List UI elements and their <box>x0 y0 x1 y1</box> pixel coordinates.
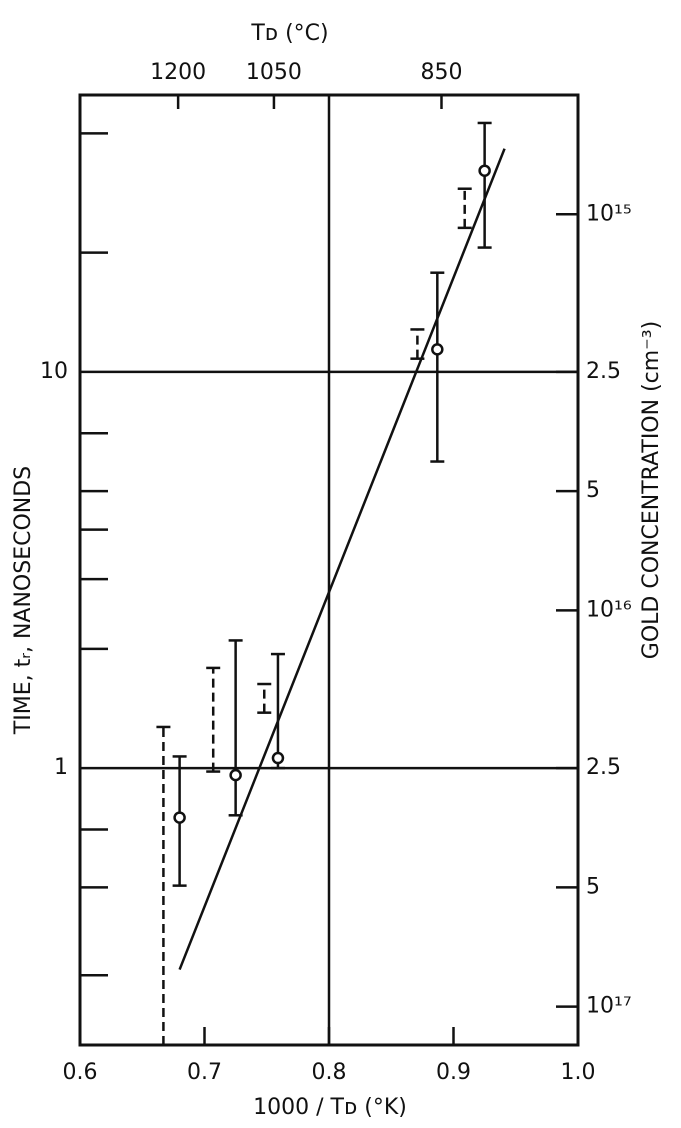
chart: Tᴅ (°C) 1000 / Tᴅ (°K) TIME, tᵣ, NANOSEC… <box>0 0 681 1128</box>
data-point <box>480 166 490 176</box>
fit-line <box>180 149 505 970</box>
data-point <box>432 344 442 354</box>
y2-tick-label: 2.5 <box>586 359 621 384</box>
y2-tick-label: 5 <box>586 874 600 899</box>
x-tick-label: 0.9 <box>436 1060 471 1085</box>
x-tick-label: 0.6 <box>63 1060 98 1085</box>
x-tick-label: 0.8 <box>312 1060 347 1085</box>
y2-tick-label: 10¹⁷ <box>586 994 632 1019</box>
y-axis-title: TIME, tᵣ, NANOSECONDS <box>11 466 36 735</box>
data-point <box>273 753 283 763</box>
x2-tick-label: 1200 <box>150 60 206 85</box>
x2-tick-label: 1050 <box>246 60 302 85</box>
x-tick-label: 0.7 <box>187 1060 222 1085</box>
top-axis-title: Tᴅ (°C) <box>250 21 328 46</box>
y-tick-label: 1 <box>54 755 68 780</box>
x-axis-title: 1000 / Tᴅ (°K) <box>253 1095 407 1120</box>
x-tick-label: 1.0 <box>561 1060 596 1085</box>
y-tick-label: 10 <box>40 359 68 384</box>
data-point <box>175 813 185 823</box>
x2-tick-label: 850 <box>420 60 462 85</box>
y2-axis-title: GOLD CONCENTRATION (cm⁻³) <box>639 321 664 659</box>
y2-tick-label: 5 <box>586 478 600 503</box>
y2-tick-label: 10¹⁵ <box>586 201 632 226</box>
y2-tick-label: 2.5 <box>586 755 621 780</box>
y2-tick-label: 10¹⁶ <box>586 597 632 622</box>
data-point <box>231 770 241 780</box>
